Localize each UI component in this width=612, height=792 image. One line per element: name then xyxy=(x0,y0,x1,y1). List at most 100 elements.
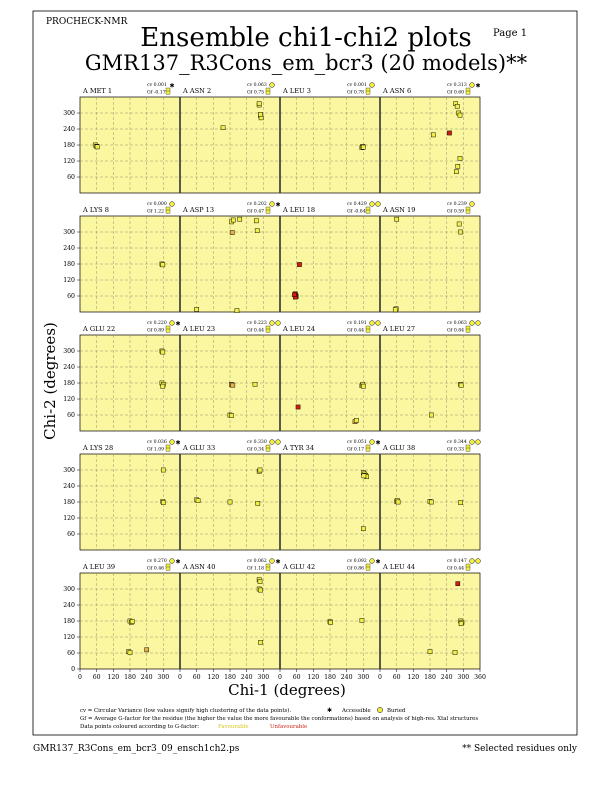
x-tick-label: 120 xyxy=(207,674,219,681)
data-point xyxy=(361,383,366,389)
accessible-icon: ✱ xyxy=(376,440,381,447)
data-point xyxy=(452,650,458,655)
buried-icon xyxy=(475,558,481,564)
y-tick-label: 180 xyxy=(63,261,75,268)
data-point xyxy=(431,132,436,138)
y-tick-label: 0 xyxy=(71,666,75,673)
buried-icon xyxy=(269,439,275,445)
cv-value: cv 0.429 xyxy=(347,201,367,207)
accessible-icon: ✱ xyxy=(176,440,181,447)
accessible-icon: ✱ xyxy=(176,321,181,328)
cv-value: cv 0.051 xyxy=(347,439,367,445)
data-point xyxy=(455,164,461,169)
y-tick-label: 240 xyxy=(63,364,75,371)
x-tick-label: 240 xyxy=(141,674,153,681)
gf-swatch xyxy=(165,90,171,95)
data-point xyxy=(361,144,366,150)
buried-icon xyxy=(275,320,281,326)
cv-value: cv 0.270 xyxy=(147,558,167,564)
legend-gf-text: Gf = Average G-factor for the residue (t… xyxy=(80,715,478,722)
cv-value: cv 0.063 xyxy=(247,82,267,88)
legend-favourable: Favourable xyxy=(218,724,249,730)
data-point xyxy=(258,587,263,593)
residue-label: A ASP 13 xyxy=(182,206,214,214)
cv-swatch xyxy=(165,563,171,568)
data-point xyxy=(195,498,201,503)
cv-swatch xyxy=(265,206,271,211)
data-point xyxy=(160,383,166,389)
data-point xyxy=(447,130,452,136)
gf-swatch xyxy=(165,209,171,214)
residue-label: A ASN 6 xyxy=(382,87,411,95)
data-point xyxy=(392,307,398,313)
data-point xyxy=(257,579,263,584)
residue-label: A LEU 39 xyxy=(82,563,115,571)
data-point xyxy=(229,413,234,418)
data-point xyxy=(144,647,149,653)
legend-accessible-icon: ✱ xyxy=(327,707,332,714)
data-point xyxy=(234,308,240,313)
x-tick-label: 0 xyxy=(378,674,382,681)
x-tick-label: 300 xyxy=(357,674,369,681)
data-point xyxy=(292,292,297,297)
x-tick-label: 60 xyxy=(93,674,101,681)
cv-swatch xyxy=(165,325,171,330)
cv-value: cv 0.330 xyxy=(247,439,267,445)
data-point xyxy=(359,618,365,623)
buried-icon xyxy=(269,82,275,88)
residue-label: A GLU 33 xyxy=(182,444,215,452)
cv-value: cv 0.223 xyxy=(247,320,267,326)
cv-swatch xyxy=(465,563,471,568)
x-tick-label: 300 xyxy=(257,674,269,681)
data-point xyxy=(129,619,135,624)
data-point xyxy=(255,501,261,506)
data-point xyxy=(395,499,401,505)
y-tick-label: 120 xyxy=(63,396,75,403)
cv-swatch xyxy=(365,563,371,568)
cv-value: cv 0.001 xyxy=(347,82,367,88)
data-point xyxy=(458,621,464,626)
residue-label: A LEU 3 xyxy=(282,87,311,95)
data-point xyxy=(458,382,464,388)
legend-buried-label: Buried xyxy=(387,708,406,714)
data-point xyxy=(429,499,434,505)
cv-value: cv 0.000 xyxy=(147,201,167,207)
x-tick-label: 60 xyxy=(193,674,201,681)
gf-swatch xyxy=(365,566,371,571)
legend-colour-text: Data points coloured according to G-fact… xyxy=(80,724,199,730)
cv-swatch xyxy=(465,206,471,211)
page-number: Page 1 xyxy=(493,28,527,39)
gf-swatch xyxy=(365,90,371,95)
data-point xyxy=(237,216,243,222)
data-point xyxy=(220,125,226,130)
gf-swatch xyxy=(165,447,171,452)
gf-value: Gf 0.84 xyxy=(447,328,464,334)
cv-swatch xyxy=(265,87,271,92)
data-point xyxy=(361,526,366,531)
gf-value: Gf 0.44 xyxy=(447,566,464,572)
cv-value: cv 0.239 xyxy=(447,201,467,207)
gf-swatch xyxy=(165,328,171,333)
cv-swatch xyxy=(365,444,371,449)
data-point xyxy=(254,228,260,233)
cv-swatch xyxy=(165,206,171,211)
x-tick-label: 360 xyxy=(474,674,486,681)
buried-icon xyxy=(375,320,381,326)
cv-value: cv 0.063 xyxy=(447,320,467,326)
residue-label: A GLU 38 xyxy=(382,444,415,452)
gf-value: Gf 0.17 xyxy=(347,447,364,453)
y-tick-label: 60 xyxy=(67,531,75,538)
x-tick-label: 240 xyxy=(441,674,453,681)
y-tick-label: 60 xyxy=(67,412,75,419)
gf-swatch xyxy=(265,90,271,95)
accessible-icon: ✱ xyxy=(170,83,175,90)
buried-icon xyxy=(469,558,475,564)
data-point xyxy=(297,262,302,267)
residue-label: A LEU 24 xyxy=(282,325,315,333)
y-tick-label: 180 xyxy=(63,380,75,387)
buried-icon xyxy=(369,82,375,88)
gf-value: Gf 0.89 xyxy=(147,328,164,334)
residue-label: A LEU 27 xyxy=(382,325,415,333)
